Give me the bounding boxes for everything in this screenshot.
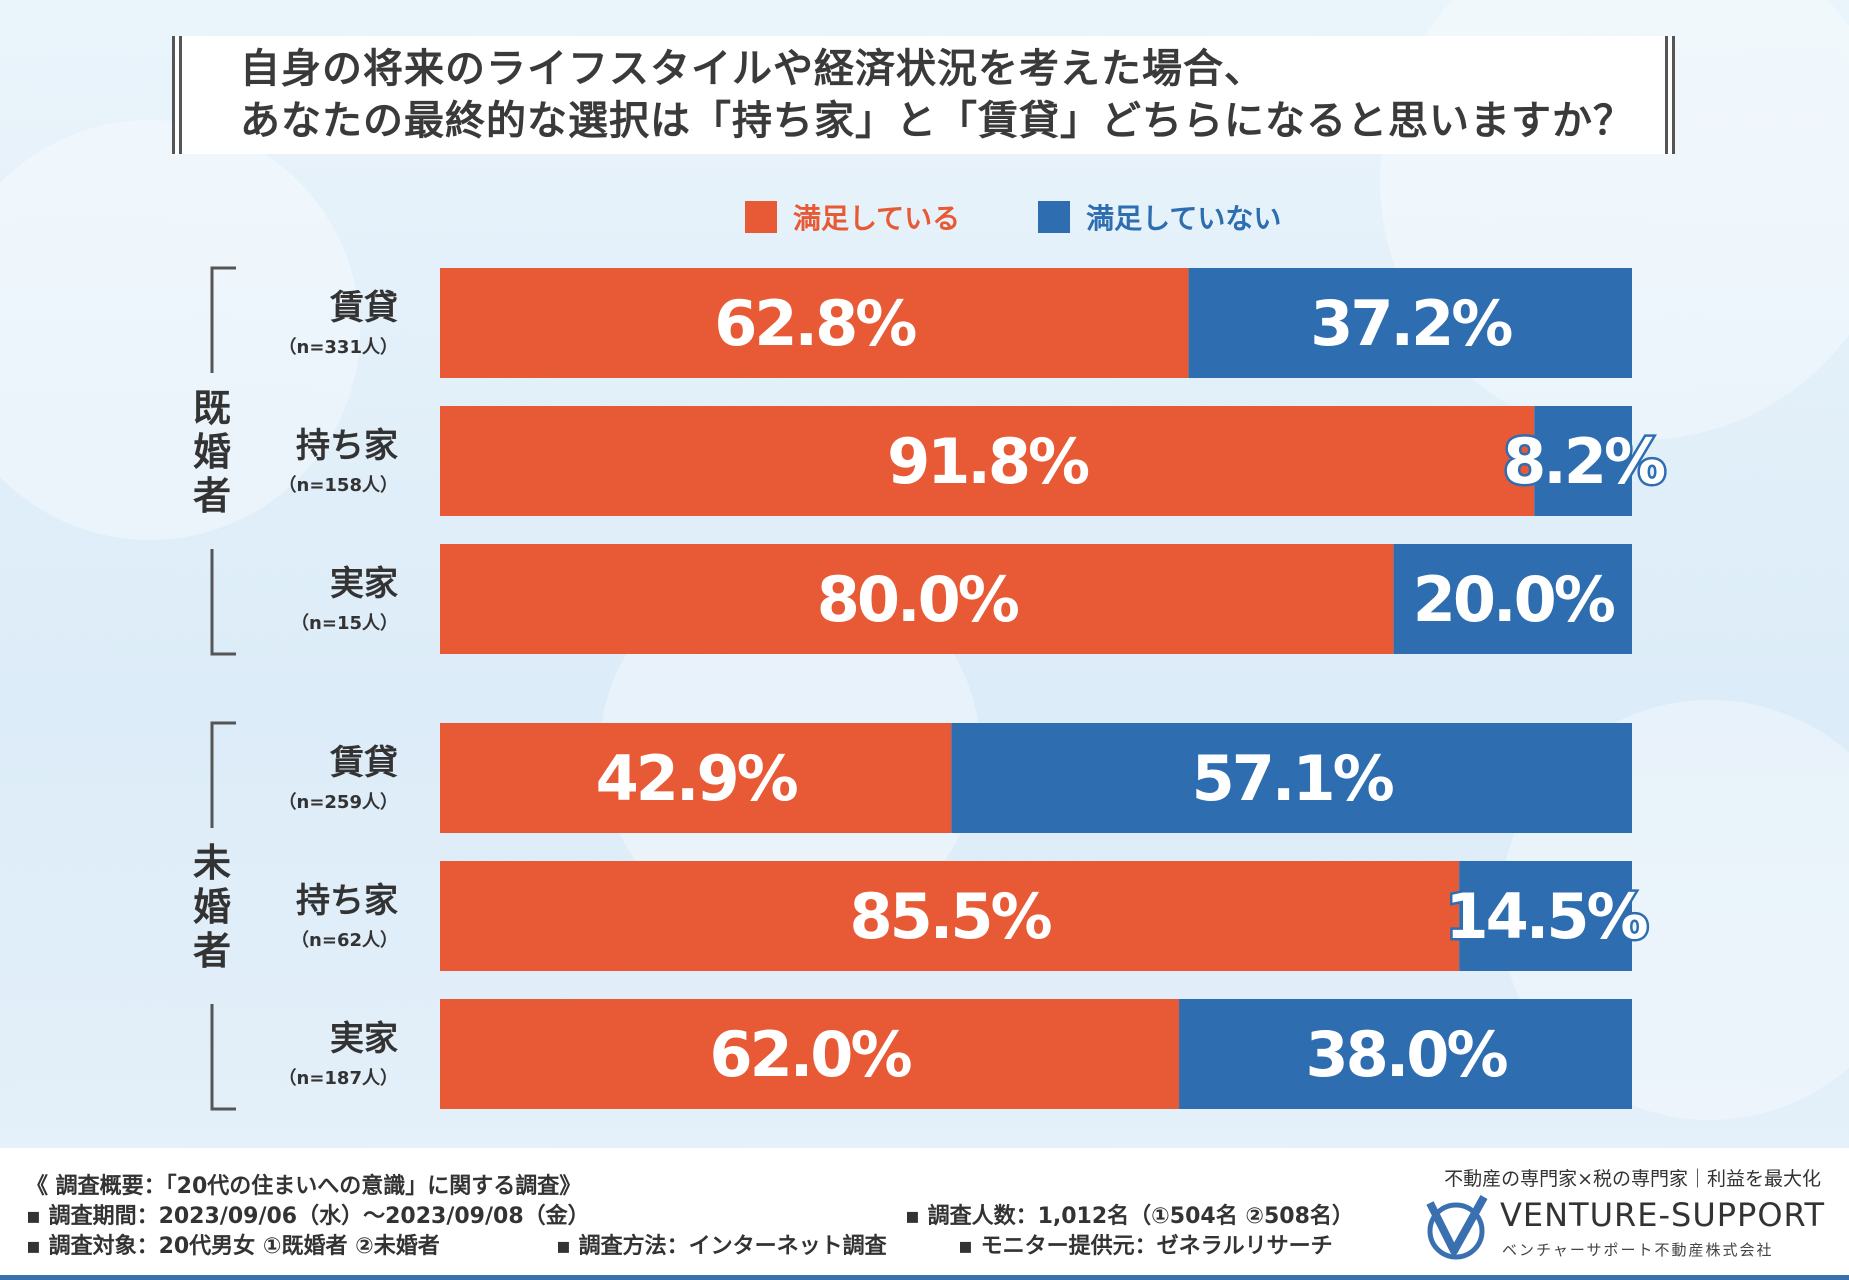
value-label-not-satisfied: 38.0% [1305, 1018, 1507, 1091]
group-bracket-bottom [210, 549, 236, 656]
survey-target: ▪ 調査対象：20代男女 ①既婚者 ②未婚者 [26, 1234, 440, 1259]
title-line-2: あなたの最終的な選択は「持ち家」と「賃貸」どちらになると思いますか？ [240, 98, 1634, 144]
row-sample-size: （n=158人） [279, 475, 398, 496]
value-label-not-satisfied: 20.0% [1413, 563, 1615, 636]
legend: 満足している 満足していない [745, 197, 1359, 237]
value-label-satisfied: 85.5% [850, 880, 1052, 953]
legend-swatch-not-satisfied [1038, 201, 1071, 233]
group-bracket-bottom [210, 1004, 236, 1111]
legend-label-not-satisfied: 満足していない [1086, 202, 1282, 235]
legend-item-satisfied: 満足している [745, 197, 960, 237]
row-sample-size: （n=187人） [279, 1068, 398, 1089]
bar-not-satisfied [1188, 268, 1632, 378]
bar-satisfied [440, 544, 1394, 654]
value-label-satisfied: 62.0% [709, 1018, 911, 1091]
survey-method: ▪ 調査方法：インターネット調査 [556, 1234, 887, 1259]
row-sample-size: （n=15人） [291, 613, 398, 634]
row-label: 持ち家 [296, 881, 398, 921]
survey-summary: 《 調査概要：「20代の住まいへの意識」に関する調査》 [26, 1174, 582, 1199]
bar-satisfied [440, 861, 1460, 971]
row-sample-size: （n=259人） [279, 792, 398, 813]
chart-title: 自身の将来のライフスタイルや経済状況を考えた場合、 あなたの最終的な選択は「持ち… [172, 36, 1675, 154]
legend-swatch-satisfied [745, 201, 777, 233]
value-label-satisfied: 91.8% [887, 425, 1089, 498]
group-bracket-top [210, 266, 236, 373]
value-label-satisfied: 80.0% [817, 563, 1019, 636]
bar-not-satisfied [1179, 999, 1632, 1109]
row-label: 実家 [330, 564, 398, 604]
survey-period: ▪ 調査期間：2023/09/06（水）～2023/09/08（金） [26, 1204, 590, 1229]
row-label: 賃貸 [329, 743, 398, 783]
legend-label-satisfied: 満足している [793, 202, 961, 235]
value-label-not-satisfied: 37.2% [1310, 287, 1512, 360]
bar-not-satisfied [1534, 406, 1632, 516]
survey-count: ▪ 調査人数：1,012名（①504名 ②508名） [905, 1204, 1354, 1229]
row-sample-size: （n=331人） [279, 337, 398, 358]
row-label: 持ち家 [296, 426, 398, 466]
footer: 《 調査概要：「20代の住まいへの意識」に関する調査》 ▪ 調査期間：2023/… [0, 1148, 1849, 1280]
row-label: 実家 [330, 1019, 398, 1059]
brand-tagline: 不動産の専門家×税の専門家｜利益を最大化 [1444, 1168, 1821, 1190]
survey-monitor: ▪ モニター提供元：ゼネラルリサーチ [958, 1234, 1333, 1259]
value-label-not-satisfied: 57.1% [1192, 742, 1394, 815]
brand-sub: ベンチャーサポート不動産株式会社 [1502, 1241, 1774, 1259]
group-label: 未婚者 [193, 841, 231, 973]
value-label-not-satisfied: 8.2% [1503, 425, 1665, 498]
bar-satisfied [440, 999, 1180, 1109]
bar-not-satisfied [951, 723, 1632, 833]
value-label-satisfied: 62.8% [714, 287, 916, 360]
bar-satisfied [440, 268, 1189, 378]
bar-not-satisfied [1393, 544, 1632, 654]
bar-not-satisfied [1459, 861, 1632, 971]
title-line-1: 自身の将来のライフスタイルや経済状況を考えた場合、 [240, 46, 1265, 92]
value-label-not-satisfied: 14.5% [1446, 880, 1648, 953]
value-label-satisfied: 42.9% [596, 742, 798, 815]
bar-satisfied [440, 406, 1535, 516]
group-bracket-top [210, 721, 236, 828]
row-sample-size: （n=62人） [291, 930, 398, 951]
brand-name: VENTURE-SUPPORT [1500, 1196, 1825, 1234]
legend-item-not-satisfied: 満足していない [1038, 197, 1281, 237]
row-label: 賃貸 [329, 288, 398, 328]
group-label: 既婚者 [193, 386, 231, 518]
venture-support-logo-icon [1426, 1195, 1488, 1260]
bar-satisfied [440, 723, 952, 833]
